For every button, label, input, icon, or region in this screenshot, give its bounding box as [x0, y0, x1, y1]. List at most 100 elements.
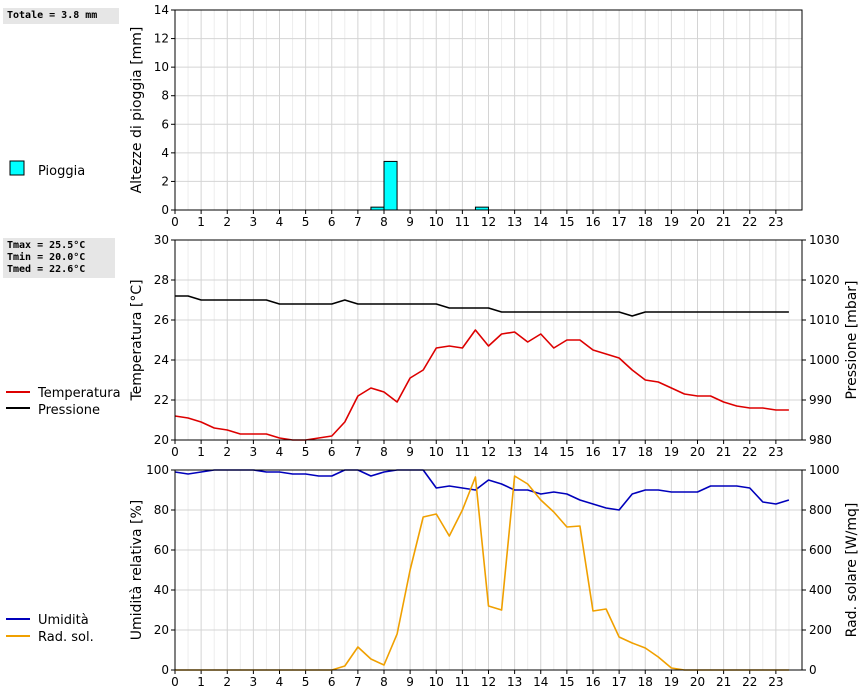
- y2-tick-label: 980: [809, 433, 832, 447]
- y-axis-label: Umidità relativa [%]: [129, 500, 145, 641]
- legend-rain-swatch: [9, 160, 25, 176]
- y-tick-label: 22: [154, 393, 169, 407]
- x-tick-label: 15: [559, 675, 574, 689]
- y-tick-label: 40: [154, 583, 169, 597]
- rain-total-summary: Totale = 3.8 mm: [3, 8, 119, 24]
- y-tick-label: 10: [154, 60, 169, 74]
- y2-tick-label: 200: [809, 623, 832, 637]
- x-tick-label: 19: [664, 445, 679, 459]
- x-tick-label: 18: [638, 215, 653, 229]
- x-tick-label: 15: [559, 445, 574, 459]
- x-tick-label: 6: [328, 215, 336, 229]
- y-tick-label: 28: [154, 273, 169, 287]
- x-tick-label: 13: [507, 215, 522, 229]
- x-tick-label: 17: [611, 445, 626, 459]
- x-tick-label: 10: [429, 215, 444, 229]
- x-tick-label: 11: [455, 215, 470, 229]
- x-tick-label: 6: [328, 445, 336, 459]
- x-tick-label: 4: [276, 445, 284, 459]
- x-tick-label: 5: [302, 215, 310, 229]
- y2-tick-label: 600: [809, 543, 832, 557]
- x-tick-label: 10: [429, 675, 444, 689]
- x-tick-label: 22: [742, 215, 757, 229]
- y-tick-label: 100: [146, 463, 169, 477]
- y-tick-label: 80: [154, 503, 169, 517]
- x-tick-label: 21: [716, 675, 731, 689]
- x-tick-label: 2: [223, 445, 231, 459]
- x-tick-label: 7: [354, 215, 362, 229]
- y2-tick-label: 990: [809, 393, 832, 407]
- x-tick-label: 17: [611, 215, 626, 229]
- x-tick-label: 11: [455, 675, 470, 689]
- x-tick-label: 0: [171, 675, 179, 689]
- x-tick-label: 10: [429, 445, 444, 459]
- y-axis-label: Altezze di pioggia [mm]: [129, 27, 145, 194]
- plot-frame: [174, 469, 803, 671]
- x-tick-label: 12: [481, 675, 496, 689]
- x-tick-label: 21: [716, 215, 731, 229]
- x-tick-label: 1: [197, 215, 205, 229]
- x-tick-label: 21: [716, 445, 731, 459]
- x-tick-label: 6: [328, 675, 336, 689]
- x-tick-label: 13: [507, 445, 522, 459]
- x-tick-label: 16: [585, 215, 600, 229]
- x-tick-label: 19: [664, 215, 679, 229]
- y-tick-label: 26: [154, 313, 169, 327]
- x-tick-label: 8: [380, 215, 388, 229]
- x-tick-label: 17: [611, 675, 626, 689]
- x-tick-label: 9: [406, 675, 414, 689]
- x-tick-label: 16: [585, 675, 600, 689]
- series-line-umidit: [174, 469, 790, 511]
- x-tick-label: 22: [742, 445, 757, 459]
- rain-total-text: Totale = 3.8 mm: [7, 10, 98, 21]
- x-tick-label: 14: [533, 445, 548, 459]
- series-line-temperatura: [174, 329, 789, 441]
- plot-frame: [174, 9, 803, 211]
- x-tick-label: 16: [585, 445, 600, 459]
- legend-rain-label: Pioggia: [38, 164, 85, 179]
- tmin-text: Tmin = 20.0°C: [7, 252, 86, 263]
- y2-tick-label: 1020: [809, 273, 840, 287]
- y2-tick-label: 1010: [809, 313, 840, 327]
- x-tick-label: 3: [250, 445, 258, 459]
- y-tick-label: 2: [161, 174, 169, 188]
- x-tick-label: 23: [768, 215, 783, 229]
- y2-tick-label: 1030: [809, 233, 840, 247]
- x-tick-label: 9: [406, 215, 414, 229]
- tmax-text: Tmax = 25.5°C: [7, 240, 86, 251]
- y-tick-label: 4: [161, 146, 169, 160]
- x-tick-label: 14: [533, 675, 548, 689]
- x-tick-label: 18: [638, 445, 653, 459]
- x-tick-label: 20: [690, 675, 705, 689]
- plot-frame: [174, 239, 803, 441]
- x-tick-label: 1: [197, 675, 205, 689]
- y-tick-label: 24: [154, 353, 169, 367]
- y-tick-label: 14: [154, 3, 169, 17]
- x-tick-label: 5: [302, 675, 310, 689]
- y-tick-label: 6: [161, 117, 169, 131]
- y-tick-label: 20: [154, 433, 169, 447]
- x-tick-label: 13: [507, 675, 522, 689]
- y-tick-label: 20: [154, 623, 169, 637]
- x-tick-label: 2: [223, 675, 231, 689]
- x-tick-label: 1: [197, 445, 205, 459]
- y-tick-label: 8: [161, 89, 169, 103]
- x-tick-label: 18: [638, 675, 653, 689]
- legend-temperature-label: Temperatura: [37, 386, 121, 401]
- x-tick-label: 15: [559, 215, 574, 229]
- legend: Pioggia Temperatura Pressione Umidità Ra…: [6, 160, 121, 645]
- x-tick-label: 3: [250, 675, 258, 689]
- x-tick-label: 23: [768, 675, 783, 689]
- x-tick-label: 5: [302, 445, 310, 459]
- y-axis-label: Temperatura [°C]: [129, 279, 145, 401]
- x-tick-label: 8: [380, 445, 388, 459]
- legend-pressure-label: Pressione: [38, 403, 100, 418]
- x-tick-label: 19: [664, 675, 679, 689]
- x-tick-label: 22: [742, 675, 757, 689]
- temperature-summary: Tmax = 25.5°C Tmin = 20.0°C Tmed = 22.6°C: [3, 238, 115, 278]
- y2-axis-label: Rad. solare [W/mq]: [844, 503, 860, 638]
- x-tick-label: 0: [171, 215, 179, 229]
